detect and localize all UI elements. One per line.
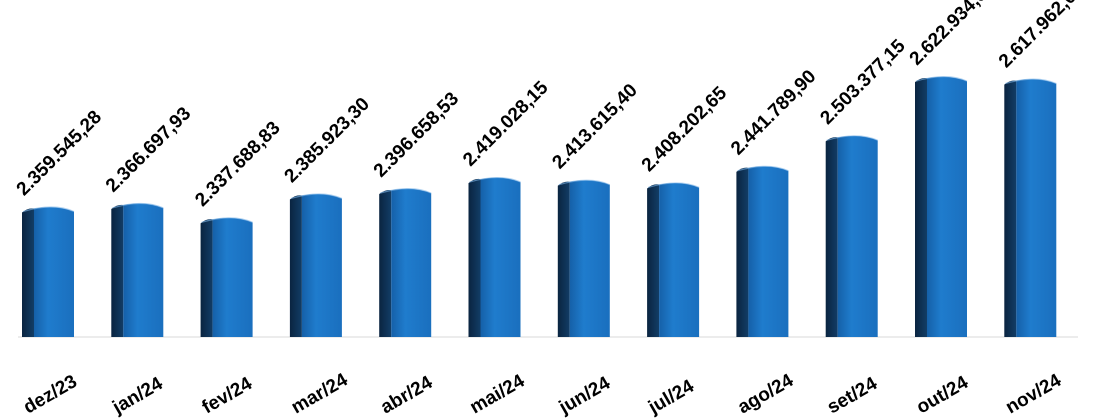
value-label: 2.359.545,28 xyxy=(13,107,106,200)
value-label: 2.441.789,90 xyxy=(727,66,820,159)
value-label: 2.337.688,83 xyxy=(191,118,284,211)
category-label: jan/24 xyxy=(108,373,166,419)
value-label: 2.396.658,53 xyxy=(370,88,463,181)
bar-mar-24 xyxy=(289,193,343,337)
bar-dez-23 xyxy=(22,206,75,337)
value-label: 2.622.934,38 xyxy=(906,0,999,70)
value-label: 2.419.028,15 xyxy=(459,77,553,171)
category-label: jul/24 xyxy=(644,376,698,419)
value-label: 2.413.615,40 xyxy=(548,80,641,173)
bar-jun-24 xyxy=(557,179,611,337)
bar-jul-24 xyxy=(647,182,700,337)
category-label: mai/24 xyxy=(467,370,529,418)
category-label: fev/24 xyxy=(199,373,257,418)
category-label: ago/24 xyxy=(734,370,797,418)
category-label: dez/23 xyxy=(20,371,81,418)
category-label: set/24 xyxy=(824,373,882,418)
bar-nov-24 xyxy=(1004,78,1057,338)
value-label: 2.366.697,93 xyxy=(102,103,195,196)
bar-jan-24 xyxy=(111,202,164,337)
bar-abr-24 xyxy=(379,188,432,337)
bar-fev-24 xyxy=(200,217,253,337)
category-label: mar/24 xyxy=(288,369,352,418)
bar-mai-24 xyxy=(468,176,521,337)
category-label: jun/24 xyxy=(555,372,614,418)
value-label: 2.385.923,30 xyxy=(281,94,374,187)
bar-out-24 xyxy=(915,76,968,338)
value-label: 2.503.377,15 xyxy=(816,35,910,129)
category-labels-group: dez/23 jan/24 fev/24 mar/24 abr/24 mai/24 jun/… xyxy=(20,369,1065,419)
value-label: 2.617.962,03 xyxy=(995,0,1088,72)
category-label: abr/24 xyxy=(377,372,436,418)
value-label: 2.408.202,65 xyxy=(638,82,732,176)
bar-ago-24 xyxy=(736,165,789,337)
bars-group xyxy=(22,76,1057,338)
bar-set-24 xyxy=(825,135,878,337)
category-label: nov/24 xyxy=(1002,370,1065,418)
category-label: out/24 xyxy=(913,372,972,418)
